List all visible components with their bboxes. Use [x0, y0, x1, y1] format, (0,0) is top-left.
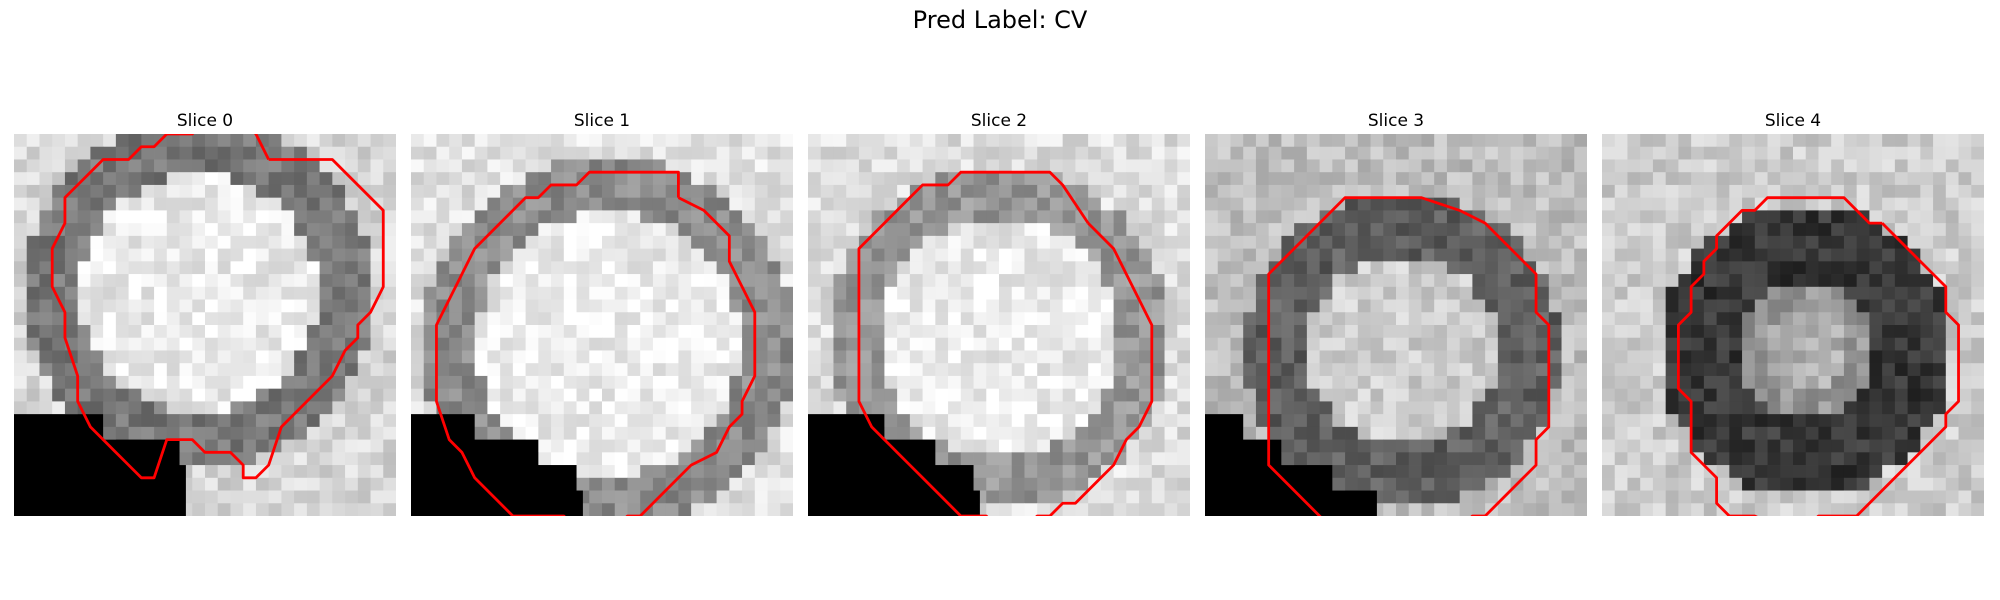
slice-image	[411, 134, 793, 516]
panel-slice-3: Slice 3	[1205, 108, 1587, 516]
panel-title: Slice 3	[1367, 111, 1425, 131]
segmentation-contour	[50, 134, 385, 480]
mask-block	[1205, 490, 1377, 516]
slice-image	[1602, 134, 1984, 516]
panel-slice-1: Slice 1	[411, 108, 793, 516]
segmentation-contour	[1267, 196, 1551, 516]
panel-title: Slice 1	[573, 111, 631, 131]
slice-image	[1205, 134, 1587, 516]
mask-block	[14, 465, 186, 516]
segmentation-contour	[857, 170, 1154, 516]
panel-slice-4: Slice 4	[1602, 108, 1984, 516]
mask-block	[411, 490, 583, 516]
figure-title: Pred Label: CV	[912, 6, 1088, 34]
segmentation-contour	[1676, 196, 1960, 516]
panel-slice-2: Slice 2	[808, 108, 1190, 516]
panel-slice-0: Slice 0	[14, 108, 396, 516]
panel-title: Slice 2	[970, 111, 1028, 131]
panel-title: Slice 4	[1764, 111, 1822, 131]
segmentation-contour	[435, 170, 757, 516]
panel-title: Slice 0	[176, 111, 234, 131]
slice-image	[14, 134, 396, 516]
mask-block	[808, 490, 980, 516]
slice-image	[808, 134, 1190, 516]
